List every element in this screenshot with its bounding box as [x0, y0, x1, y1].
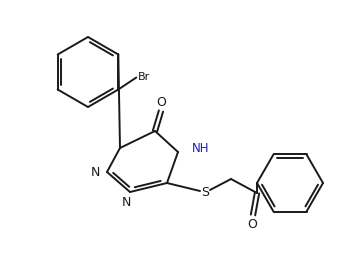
Text: S: S — [201, 186, 209, 200]
Text: N: N — [90, 165, 100, 179]
Text: O: O — [156, 95, 166, 109]
Text: NH: NH — [192, 143, 210, 155]
Text: O: O — [247, 218, 257, 230]
Text: Br: Br — [138, 72, 150, 82]
Text: N: N — [121, 195, 131, 209]
